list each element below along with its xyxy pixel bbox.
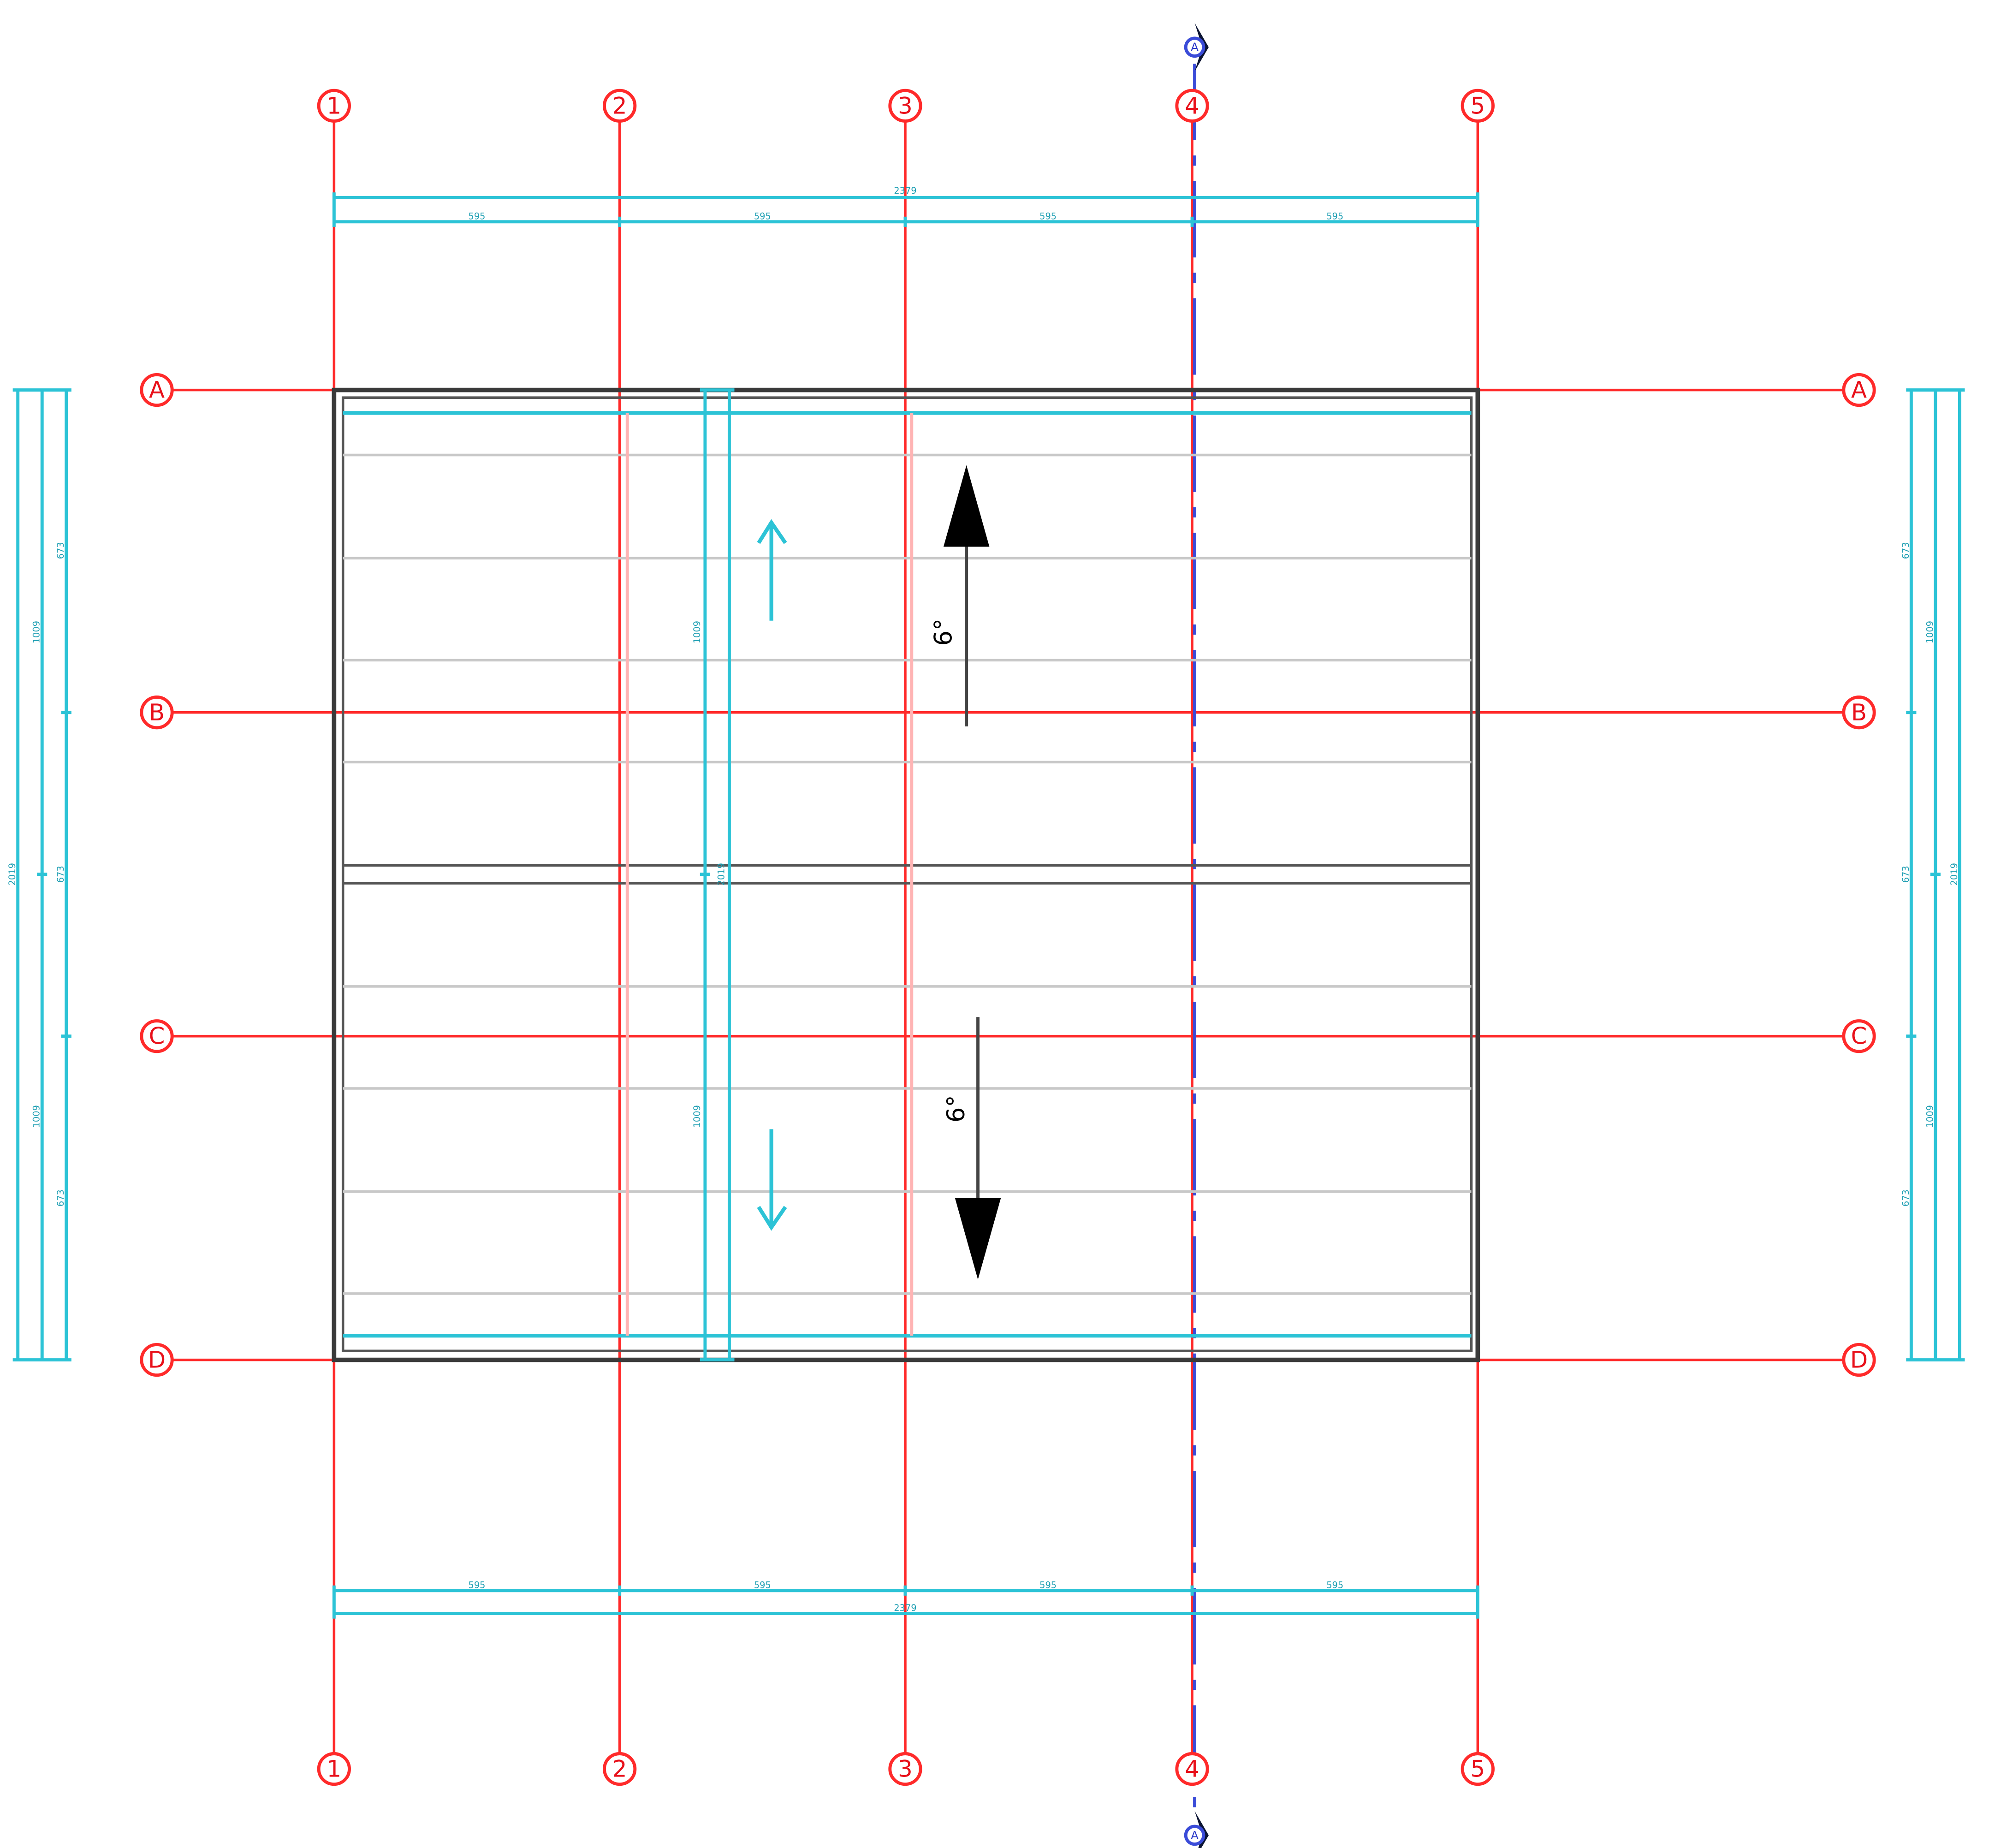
right-half-dim-1: 1009 <box>1924 621 1935 643</box>
right-third-dim-3: 673 <box>1900 1189 1911 1206</box>
grid-label-top-5: 5 <box>1471 92 1485 119</box>
grid-label-bottom-1: 1 <box>327 1756 342 1783</box>
grid-bubble <box>140 695 174 730</box>
roof-inner-edge <box>341 396 1473 1353</box>
fall-arrow-up-head-icon <box>757 519 787 544</box>
grid-label-left-d: D <box>148 1347 166 1373</box>
grid-label-left-b: B <box>149 699 165 726</box>
grid-label-top-2: 2 <box>612 92 627 119</box>
grid-bubbles-top: 1 2 3 4 5 <box>317 89 1495 123</box>
bottom-bay-dim-3: 595 <box>1039 1580 1057 1590</box>
grid-bubble <box>317 1752 351 1786</box>
grid-label-right-c: C <box>1851 1023 1867 1050</box>
grid-bubble <box>1842 373 1876 407</box>
top-bay-dim-3: 595 <box>1039 211 1057 221</box>
grid-label-top-3: 3 <box>898 92 913 119</box>
interior-dim-upper: 1009 <box>692 621 702 643</box>
grid-bubble <box>1842 1019 1876 1053</box>
fall-arrows <box>757 519 787 1231</box>
right-total-dim: 2019 <box>1949 863 1959 885</box>
right-third-dim-1: 673 <box>1900 542 1911 559</box>
bottom-bay-dim-4: 595 <box>1326 1580 1343 1590</box>
grid-bubble <box>888 1752 922 1786</box>
grid-label-right-b: B <box>1851 699 1867 726</box>
section-bubble-top <box>1184 36 1205 58</box>
grid-bubble <box>603 1752 637 1786</box>
left-third-dim-2: 673 <box>55 866 66 883</box>
interior-dimensions: 1009 1009 2019 <box>692 388 735 1362</box>
bottom-bay-dim-1: 595 <box>469 1580 486 1590</box>
grid-label-left-a: A <box>149 377 165 404</box>
slope-label-upper: 6° <box>929 618 957 646</box>
grid-label-right-a: A <box>1851 377 1867 404</box>
top-total-dim: 2379 <box>894 185 916 196</box>
left-half-dim-1: 1009 <box>31 621 42 643</box>
grid-bubble <box>1175 89 1209 123</box>
slope-indicators: 6° 6° <box>929 465 1001 1280</box>
bottom-bay-dim-2: 595 <box>754 1580 771 1590</box>
grid-label-bottom-3: 3 <box>898 1756 913 1783</box>
grid-label-top-1: 1 <box>327 92 342 119</box>
grid-bubble <box>140 1343 174 1377</box>
grid-label-left-c: C <box>149 1023 165 1050</box>
slope-arrow-upper-icon <box>943 465 990 547</box>
purlins <box>343 453 1472 1295</box>
roof-plan <box>332 387 1480 1362</box>
bottom-total-dim: 2379 <box>894 1603 916 1613</box>
left-half-dim-2: 1009 <box>31 1105 42 1128</box>
section-arrow-top <box>1194 23 1209 71</box>
section-label-bottom: A <box>1191 1829 1199 1842</box>
right-half-dim-2: 1009 <box>1924 1105 1935 1128</box>
grid-label-bottom-5: 5 <box>1471 1756 1485 1783</box>
right-dimensions: 673 673 673 1009 1009 2019 <box>1900 388 1965 1362</box>
grid-bubble <box>1842 1343 1876 1377</box>
grid-bubble <box>888 89 922 123</box>
fall-arrow-down-head-icon <box>757 1206 787 1231</box>
grid-label-bottom-4: 4 <box>1185 1756 1199 1783</box>
grid-label-right-d: D <box>1850 1347 1868 1373</box>
left-third-dim-3: 673 <box>55 1189 66 1206</box>
left-third-dim-1: 673 <box>55 542 66 559</box>
interior-dim-lower: 1009 <box>692 1105 702 1128</box>
roof-outer-edge <box>332 387 1480 1362</box>
top-bay-dim-1: 595 <box>469 211 486 221</box>
grid-label-bottom-2: 2 <box>612 1756 627 1783</box>
grid-bubble <box>1461 1752 1495 1786</box>
grid-bubble <box>140 1019 174 1053</box>
grid-bubbles-bottom: 1 2 3 4 5 <box>317 1752 1495 1786</box>
left-dimensions: 2019 1009 1009 673 673 673 <box>7 388 71 1362</box>
grid-bubble <box>1842 695 1876 730</box>
slope-label-lower: 6° <box>942 1095 970 1123</box>
section-label-top: A <box>1191 41 1199 54</box>
slope-arrow-lower-icon <box>955 1198 1001 1280</box>
grid-bubble <box>1461 89 1495 123</box>
right-third-dim-2: 673 <box>1900 866 1911 883</box>
section-marker: A A <box>1184 23 1209 1848</box>
section-bubble-bottom <box>1184 1824 1205 1846</box>
grid-bubble <box>140 373 174 407</box>
bottom-dimensions: 595 595 595 595 2379 <box>332 1580 1479 1619</box>
grid-bubbles-left: A B C D <box>140 373 174 1377</box>
interior-dim-total: 2019 <box>716 863 726 885</box>
grid-bubble <box>317 89 351 123</box>
grid-bubbles-right: A B C D <box>1842 373 1876 1377</box>
grid-bubble <box>603 89 637 123</box>
top-bay-dim-2: 595 <box>754 211 771 221</box>
top-dimensions: 2379 595 595 595 595 <box>332 185 1479 227</box>
left-total-dim: 2019 <box>7 863 18 885</box>
top-bay-dim-4: 595 <box>1326 211 1343 221</box>
grid-lines <box>172 121 1844 1754</box>
grid-label-top-4: 4 <box>1185 92 1199 119</box>
grid-bubble <box>1175 1752 1209 1786</box>
